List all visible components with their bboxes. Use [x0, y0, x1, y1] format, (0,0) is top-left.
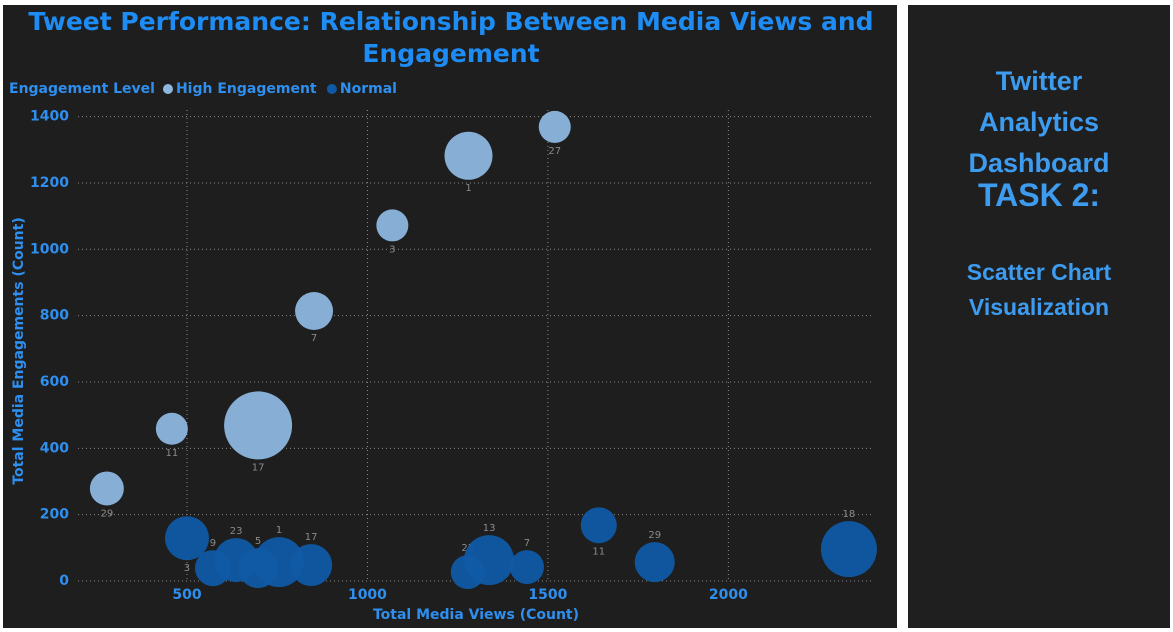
- data-label: 17: [252, 462, 265, 473]
- bubble: [444, 131, 493, 180]
- data-label: 7: [311, 333, 317, 344]
- bubble: [580, 507, 617, 544]
- side-panel: Twitter Analytics Dashboard TASK 2: Scat…: [908, 5, 1170, 628]
- legend-marker: [162, 84, 173, 94]
- chart-title: Tweet Performance: Relationship Between …: [28, 7, 873, 68]
- y-tick-label: 1000: [30, 241, 69, 257]
- y-axis-label: Total Media Engagements (Count): [11, 217, 27, 484]
- data-label: 18: [843, 509, 856, 520]
- data-label: 3: [389, 244, 395, 255]
- bubble: [820, 521, 877, 578]
- data-label: 17: [305, 532, 318, 543]
- y-tick-label: 400: [40, 440, 69, 456]
- panel-heading: Twitter Analytics Dashboard: [968, 66, 1110, 178]
- data-label: 13: [483, 523, 496, 534]
- x-axis-label: Total Media Views (Count): [373, 607, 579, 623]
- legend-label: Normal: [340, 81, 397, 97]
- data-label: 3: [184, 563, 190, 574]
- data-label: 27: [548, 146, 561, 157]
- bubble: [155, 412, 188, 445]
- x-tick-label: 500: [172, 587, 201, 603]
- y-tick-label: 800: [40, 308, 69, 324]
- data-label: 23: [230, 526, 243, 537]
- y-tick-label: 200: [40, 507, 69, 523]
- data-label: 9: [210, 538, 216, 549]
- data-label: 11: [592, 546, 605, 557]
- bubble: [464, 535, 515, 586]
- chart-panel: Tweet Performance: Relationship Between …: [3, 5, 897, 628]
- bubble: [164, 516, 209, 561]
- bubble: [254, 537, 305, 588]
- data-label: 1: [276, 525, 282, 536]
- legend-label: High Engagement: [176, 81, 317, 97]
- y-tick-label: 1400: [30, 109, 69, 125]
- bubble: [509, 550, 544, 585]
- chart: Tweet Performance: Relationship Between …: [9, 7, 877, 623]
- bubble: [224, 391, 293, 460]
- x-tick-label: 2000: [709, 587, 748, 603]
- panel-task: TASK 2:: [977, 177, 1101, 213]
- data-label: 7: [524, 538, 530, 549]
- y-tick-label: 1200: [30, 175, 69, 191]
- panel-subtitle: Scatter Chart Visualization: [966, 259, 1112, 320]
- data-label: 29: [648, 530, 661, 541]
- bubble: [295, 292, 334, 331]
- bubble: [290, 544, 333, 587]
- y-tick-label: 0: [59, 573, 69, 589]
- bubble: [89, 471, 124, 506]
- data-label: 29: [101, 508, 114, 519]
- legend-title: Engagement Level: [9, 81, 155, 97]
- data-label: 11: [165, 448, 178, 459]
- data-label: 5: [255, 536, 261, 547]
- bubble: [634, 542, 675, 583]
- bubble: [538, 110, 571, 143]
- x-tick-label: 1500: [528, 587, 567, 603]
- data-label: 1: [465, 183, 471, 194]
- bubble: [376, 209, 409, 242]
- y-tick-label: 600: [40, 374, 69, 390]
- legend-marker: [326, 84, 337, 94]
- x-tick-label: 1000: [348, 587, 387, 603]
